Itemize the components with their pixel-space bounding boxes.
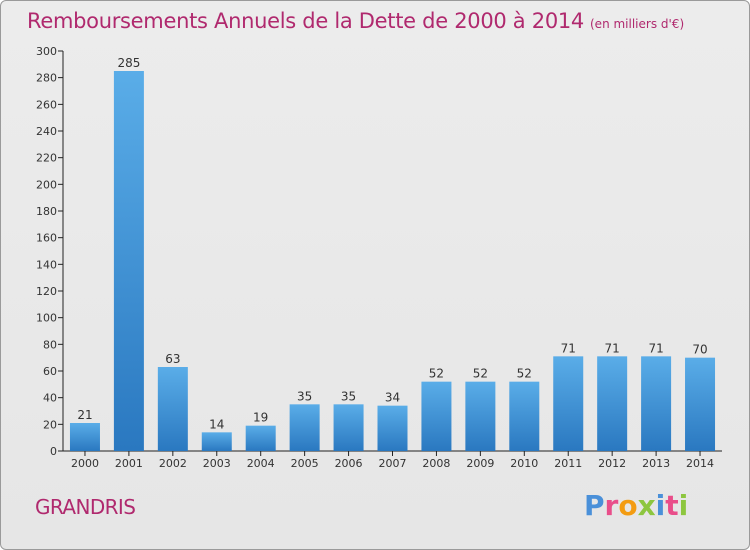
y-tick-label: 160 (36, 232, 57, 245)
chart-axes: 0 20 40 60 80 100 120 140 160 180 200 220 240 260 280 3… (36, 45, 722, 458)
bar-value-label: 63 (165, 352, 180, 366)
bar-value-label: 21 (77, 408, 92, 422)
bar (69, 423, 100, 451)
bar-value-label: 34 (385, 391, 400, 405)
bar (113, 71, 144, 451)
y-tick-label: 180 (36, 205, 57, 218)
x-tick-label: 2013 (642, 457, 670, 470)
logo-letter: r (604, 489, 619, 522)
logo-letter: i (655, 489, 666, 522)
x-tick-label: 2004 (247, 457, 275, 470)
chart-labels: 21 2000 285 2001 63 2002 14 2003 19 2004 35 2005 35 2… (71, 56, 714, 470)
bar-value-label: 35 (341, 389, 356, 403)
x-tick-label: 2000 (71, 457, 99, 470)
y-tick-label: 40 (43, 392, 57, 405)
chart-subtitle: (en milliers d'€) (590, 17, 685, 31)
bar (201, 432, 232, 451)
bar-value-label: 70 (692, 343, 707, 357)
bar-value-label: 52 (429, 367, 444, 381)
x-tick-label: 2003 (203, 457, 231, 470)
bar (553, 356, 584, 451)
x-tick-label: 2008 (422, 457, 450, 470)
y-tick-label: 280 (36, 72, 57, 85)
bar (289, 404, 320, 451)
bar (377, 405, 408, 451)
bar (597, 356, 628, 451)
y-tick-label: 20 (43, 418, 57, 431)
bar-value-label: 35 (297, 389, 312, 403)
x-tick-label: 2012 (598, 457, 626, 470)
y-tick-label: 60 (43, 365, 57, 378)
chart-title: Remboursements Annuels de la Dette de 20… (27, 9, 684, 33)
y-tick-label: 100 (36, 312, 57, 325)
bar (333, 404, 364, 451)
y-tick-label: 140 (36, 258, 57, 271)
x-tick-label: 2001 (115, 457, 143, 470)
y-tick-label: 80 (43, 338, 57, 351)
chart-title-text: Remboursements Annuels de la Dette de 20… (27, 9, 584, 33)
bar (641, 356, 672, 451)
logo-letter: i (678, 489, 689, 522)
logo-letter: t (665, 489, 679, 522)
x-tick-label: 2010 (510, 457, 538, 470)
y-tick-label: 0 (50, 445, 57, 458)
x-tick-label: 2007 (379, 457, 407, 470)
bar-value-label: 71 (605, 341, 620, 355)
bar (509, 381, 540, 451)
x-tick-label: 2006 (335, 457, 363, 470)
chart-bars (69, 71, 716, 451)
x-tick-label: 2014 (686, 457, 714, 470)
y-tick-label: 120 (36, 285, 57, 298)
y-tick-label: 200 (36, 178, 57, 191)
x-tick-label: 2002 (159, 457, 187, 470)
proxiti-logo: Proxiti (584, 489, 688, 522)
bar-value-label: 52 (473, 367, 488, 381)
bar (421, 381, 452, 451)
bar (465, 381, 496, 451)
bar (685, 357, 716, 451)
logo-letter: x (637, 489, 656, 522)
bar-value-label: 285 (117, 56, 140, 70)
y-tick-label: 240 (36, 125, 57, 138)
logo-letter: o (618, 489, 638, 522)
bar-value-label: 19 (253, 411, 268, 425)
x-tick-label: 2011 (554, 457, 582, 470)
y-tick-label: 300 (36, 45, 57, 58)
x-tick-label: 2009 (466, 457, 494, 470)
y-tick-label: 220 (36, 152, 57, 165)
bar-value-label: 52 (517, 367, 532, 381)
bar (157, 367, 188, 451)
commune-name: GRANDRIS (35, 495, 136, 519)
bar (245, 425, 276, 451)
y-tick-label: 260 (36, 98, 57, 111)
bar-value-label: 14 (209, 417, 224, 431)
logo-letter: P (584, 489, 605, 522)
bar-value-label: 71 (561, 341, 576, 355)
bar-value-label: 71 (648, 341, 663, 355)
x-tick-label: 2005 (291, 457, 319, 470)
